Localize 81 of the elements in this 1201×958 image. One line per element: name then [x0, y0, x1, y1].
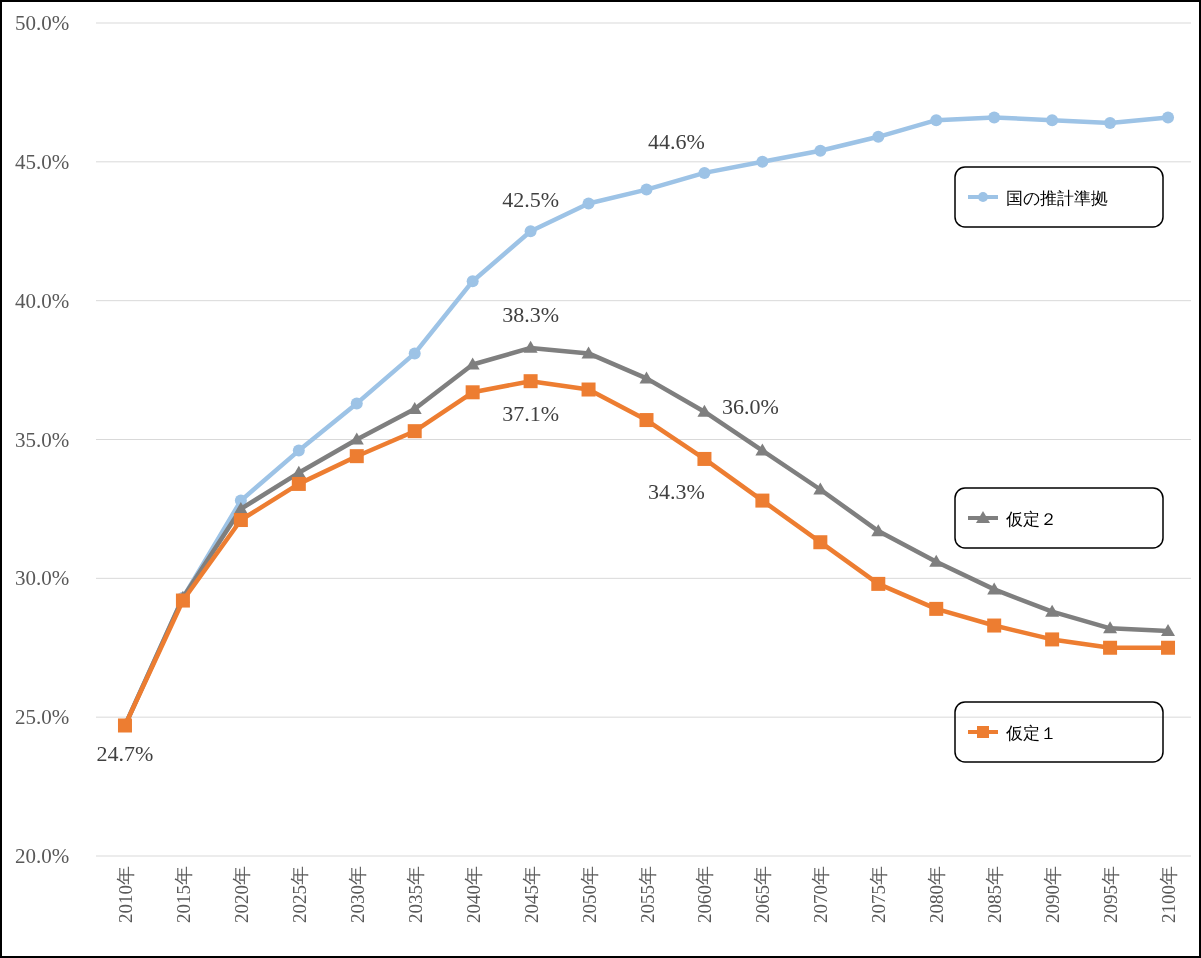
point	[872, 130, 885, 143]
annotation: 38.3%	[502, 301, 560, 327]
x-tick-label: 2025年	[288, 866, 310, 923]
point	[1045, 632, 1060, 647]
point	[988, 111, 1001, 124]
point	[756, 155, 769, 168]
point	[465, 385, 480, 400]
point	[813, 482, 828, 495]
point	[871, 576, 886, 591]
point	[1046, 114, 1059, 127]
point	[1103, 621, 1118, 634]
x-tick-label: 2040年	[462, 866, 484, 923]
point	[291, 476, 306, 491]
y-tick-label: 25.0%	[14, 705, 70, 730]
annotation: 34.3%	[648, 478, 705, 504]
x-tick-label: 2060年	[694, 866, 716, 923]
x-tick-label: 2100年	[1158, 866, 1180, 923]
point	[929, 601, 944, 616]
point	[1104, 116, 1117, 129]
y-tick-label: 20.0%	[14, 844, 70, 868]
point	[350, 397, 363, 410]
x-tick-label: 2020年	[230, 866, 252, 923]
point	[581, 382, 596, 397]
annotation: 42.5%	[502, 187, 560, 213]
x-tick-label: 2095年	[1100, 866, 1122, 923]
annotation: 37.1%	[502, 401, 560, 427]
annotation: 24.7%	[96, 741, 154, 767]
y-tick-label: 30.0%	[14, 566, 70, 591]
point	[929, 554, 944, 567]
point	[639, 413, 654, 428]
x-tick-label: 2080年	[926, 866, 948, 923]
point	[640, 183, 653, 196]
x-tick-label: 2010年	[114, 866, 136, 923]
point	[524, 225, 537, 238]
point	[407, 424, 422, 439]
legend-label: 仮定２	[1005, 509, 1057, 529]
point	[930, 114, 943, 127]
point	[987, 582, 1002, 595]
point	[1161, 640, 1176, 655]
point	[582, 197, 595, 210]
annotation: 36.0%	[722, 393, 779, 419]
x-tick-label: 2050年	[578, 866, 600, 923]
y-tick-label: 50.0%	[14, 11, 70, 35]
point	[698, 166, 711, 179]
point	[1161, 624, 1176, 637]
point	[697, 451, 712, 466]
y-tick-label: 40.0%	[14, 288, 70, 313]
point	[175, 593, 190, 608]
legend-label: 仮定１	[1005, 723, 1057, 743]
x-tick-label: 2090年	[1042, 866, 1064, 923]
x-tick-label: 2015年	[172, 866, 194, 923]
point	[466, 275, 479, 288]
legend-label: 国の推計準拠	[1006, 188, 1108, 208]
x-tick-label: 2075年	[868, 866, 890, 923]
y-tick-label: 45.0%	[14, 149, 70, 174]
x-tick-label: 2055年	[636, 866, 658, 923]
point	[639, 371, 654, 384]
y-tick-label: 35.0%	[14, 427, 70, 452]
point	[523, 374, 538, 389]
annotation: 44.6%	[648, 128, 705, 154]
point	[349, 449, 364, 464]
point	[813, 535, 828, 550]
point	[581, 346, 596, 359]
point	[292, 444, 305, 457]
point	[1103, 640, 1118, 655]
x-tick-label: 2045年	[520, 866, 542, 923]
point	[1045, 604, 1060, 617]
x-tick-label: 2085年	[984, 866, 1006, 923]
point	[987, 618, 1002, 633]
point	[408, 347, 421, 360]
point	[465, 357, 480, 370]
x-tick-label: 2035年	[404, 866, 426, 923]
point	[523, 340, 538, 353]
x-tick-label: 2030年	[346, 866, 368, 923]
point	[755, 493, 770, 508]
point	[814, 144, 827, 157]
point	[871, 524, 886, 537]
point	[1162, 111, 1175, 124]
x-tick-label: 2065年	[752, 866, 774, 923]
x-tick-label: 2070年	[810, 866, 832, 923]
point	[233, 513, 248, 528]
